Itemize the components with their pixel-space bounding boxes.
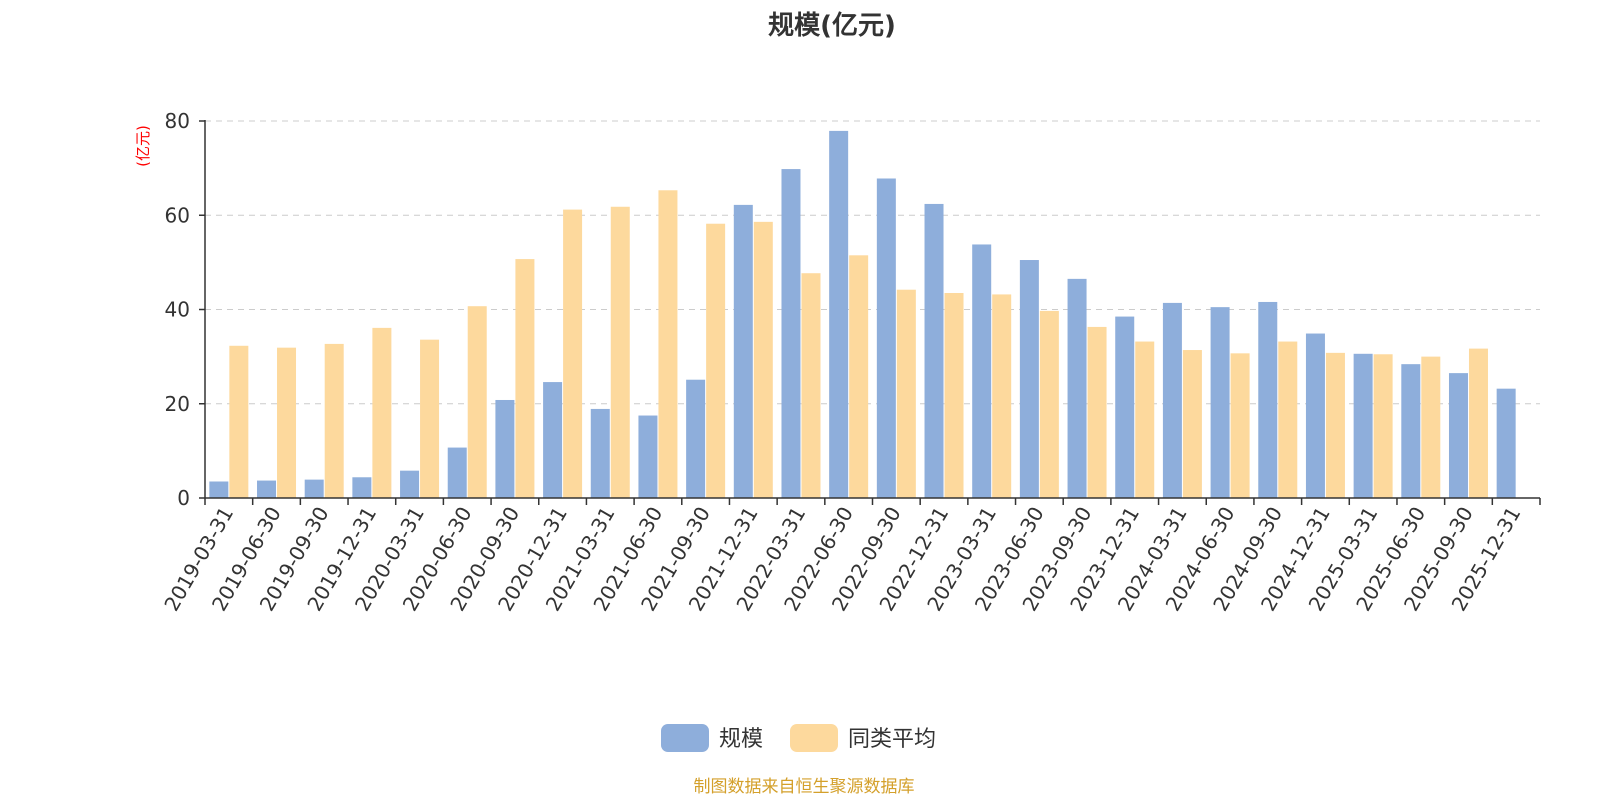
bar-scale: [1162, 302, 1182, 498]
bar-scale: [1353, 353, 1373, 498]
bar-peer-average: [1325, 352, 1345, 498]
bar-peer-average: [1135, 341, 1155, 498]
bar-scale: [876, 178, 896, 498]
bar-scale: [1258, 301, 1278, 498]
source-note: 制图数据来自恒生聚源数据库: [694, 777, 915, 797]
bar-scale: [400, 470, 420, 498]
bar-peer-average: [324, 343, 344, 498]
bar-scale: [1067, 278, 1087, 498]
bar-scale: [304, 479, 324, 498]
bar-scale: [733, 204, 753, 498]
bar-scale: [1448, 373, 1468, 498]
bar-scale: [1019, 260, 1039, 498]
bar-peer-average: [753, 221, 773, 498]
bar-scale: [781, 169, 801, 498]
legend-item-scale[interactable]: 规模: [661, 724, 763, 752]
bar-scale: [590, 408, 610, 498]
bar-peer-average: [1230, 353, 1250, 498]
bar-scale: [495, 399, 515, 498]
bar-scale: [972, 244, 992, 498]
bar-scale: [209, 481, 229, 498]
bar-scale: [352, 477, 372, 498]
chart-title: 规模(亿元): [768, 11, 896, 41]
y-tick-labels: 0 20 40 60 80: [165, 109, 190, 510]
bar-peer-average: [1182, 350, 1202, 498]
bar-peer-average: [944, 293, 964, 498]
bar-peer-average: [277, 347, 297, 498]
bar-peer-average: [992, 294, 1012, 498]
bar-scale: [447, 447, 467, 498]
bar-peer-average: [896, 289, 916, 498]
bar-peer-average: [1039, 310, 1059, 498]
bar-scale: [1401, 364, 1421, 498]
bar-peer-average: [563, 209, 583, 498]
bar-peer-average: [706, 223, 726, 499]
bar-scale: [257, 480, 277, 498]
bar-scale: [1305, 333, 1325, 498]
bar-scale: [1210, 307, 1230, 498]
bar-peer-average: [1468, 348, 1488, 498]
bar-scale: [924, 203, 944, 498]
bar-scale: [543, 382, 563, 498]
legend-item-peer-average[interactable]: 同类平均: [790, 724, 936, 752]
bar-peer-average: [515, 259, 535, 498]
bar-peer-average: [610, 206, 630, 498]
legend-swatch: [790, 724, 838, 752]
x-tick-labels: 2019-03-312019-06-302019-09-302019-12-31…: [159, 503, 1525, 616]
bar-peer-average: [420, 339, 440, 498]
bar-scale: [829, 130, 849, 499]
bar-scale: [638, 415, 658, 498]
y-tick-label: 80: [165, 109, 190, 133]
y-axis-unit-label: (亿元): [134, 125, 152, 167]
bar-peer-average: [467, 306, 487, 498]
bar-peer-average: [229, 345, 249, 498]
legend: 规模 同类平均: [661, 724, 936, 752]
bar-peer-average: [1087, 326, 1107, 498]
bar-peer-average: [801, 273, 821, 498]
legend-swatch: [661, 724, 709, 752]
bar-peer-average: [658, 190, 678, 498]
bar-peer-average: [1373, 354, 1393, 498]
bar-scale: [1496, 388, 1516, 498]
bar-scale: [1115, 316, 1135, 498]
axes: [204, 120, 1541, 505]
bar-peer-average: [849, 255, 869, 498]
bar-peer-average: [1421, 356, 1441, 498]
y-tick-label: 20: [165, 392, 190, 416]
y-tick-label: 0: [177, 486, 190, 510]
y-tick-label: 40: [165, 298, 190, 322]
bars-group: [209, 130, 1516, 499]
bar-scale: [686, 379, 706, 498]
legend-label: 同类平均: [848, 727, 936, 752]
legend-label: 规模: [719, 727, 763, 752]
bar-peer-average: [1278, 341, 1298, 498]
bar-peer-average: [372, 327, 392, 498]
y-tick-label: 60: [165, 203, 190, 227]
